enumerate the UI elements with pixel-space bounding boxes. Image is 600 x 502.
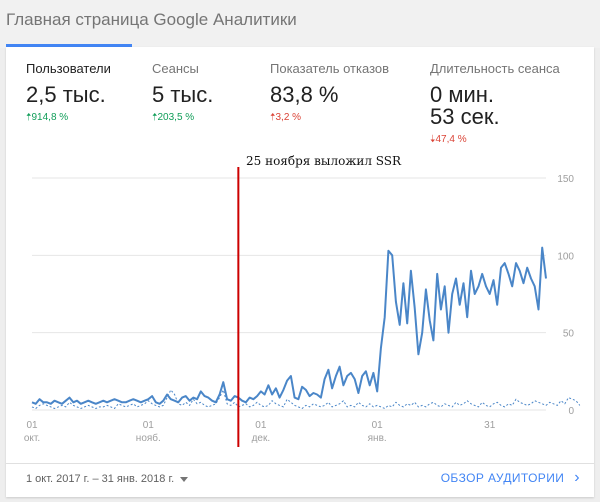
series-line-users (31, 246, 547, 405)
arrow-up-icon: 🠡 (152, 112, 158, 123)
metric-sessions[interactable]: Сеансы 5 тыс. 🠡203,5 % (152, 61, 213, 127)
metric-value: 2,5 тыс. (26, 82, 106, 107)
metric-value-line2: 53 сек. (430, 104, 500, 129)
arrow-up-icon: 🠡 (26, 112, 32, 123)
metric-users[interactable]: Пользователи 2,5 тыс. 🠡914,8 % (26, 61, 111, 127)
ssr-annotation: 25 ноября выложил SSR (246, 154, 402, 168)
metric-change: 🠡3,2 % (270, 112, 302, 123)
metric-value: 83,8 % (270, 82, 339, 107)
series-line-comparison (31, 389, 581, 409)
caret-down-icon (180, 476, 189, 482)
metric-change: 🠡914,8 % (26, 112, 69, 123)
metric-label: Сеансы (152, 61, 199, 76)
users-chart: 0 50 100 150 01 окт. 01 нояб. 01 дек. 01 янв. 31 (6, 165, 594, 455)
arrow-down-icon: 🠣 (430, 134, 436, 145)
metric-bounce-rate[interactable]: Показатель отказов 83,8 % 🠡3,2 % (270, 61, 389, 127)
y-tick-label: 100 (557, 251, 574, 262)
audience-overview-label: ОБЗОР АУДИТОРИИ (440, 471, 565, 485)
metric-change: 🠣47,4 % (430, 134, 467, 145)
y-tick-label: 150 (557, 174, 574, 185)
audience-card: Пользователи 2,5 тыс. 🠡914,8 % Сеансы 5 … (6, 47, 594, 497)
audience-overview-link[interactable]: ОБЗОР АУДИТОРИИ › (440, 469, 580, 486)
footer-divider (6, 463, 594, 464)
x-tick-day: 31 (484, 420, 496, 431)
metric-session-duration[interactable]: Длительность сеанса 0 мин. 53 сек. 🠣47,4… (430, 61, 560, 149)
date-range-selector[interactable]: 1 окт. 2017 г. – 31 янв. 2018 г. (26, 473, 189, 485)
x-tick-day: 01 (143, 420, 155, 431)
x-tick-month: окт. (24, 433, 40, 444)
y-tick-label: 50 (563, 329, 575, 340)
chevron-right-icon: › (574, 469, 580, 486)
x-tick-month: нояб. (136, 432, 161, 444)
metric-label: Пользователи (26, 61, 111, 76)
page-title: Главная страница Google Аналитики (6, 10, 297, 29)
x-tick-month: янв. (368, 433, 387, 444)
x-tick-day: 01 (255, 420, 267, 431)
page-header: Главная страница Google Аналитики (0, 0, 600, 48)
date-range-label: 1 окт. 2017 г. – 31 янв. 2018 г. (26, 473, 175, 485)
metric-change: 🠡203,5 % (152, 112, 195, 123)
x-tick-day: 01 (372, 420, 384, 431)
metric-value: 5 тыс. (152, 82, 214, 107)
metric-label: Показатель отказов (270, 61, 390, 76)
metric-value: 0 мин. (430, 82, 495, 107)
arrow-up-icon: 🠡 (270, 112, 276, 123)
y-tick-label: 0 (568, 406, 574, 417)
header-accent-bar (6, 44, 132, 47)
x-tick-month: дек. (252, 433, 271, 444)
x-tick-day: 01 (26, 420, 38, 431)
metric-label: Длительность сеанса (430, 61, 560, 76)
